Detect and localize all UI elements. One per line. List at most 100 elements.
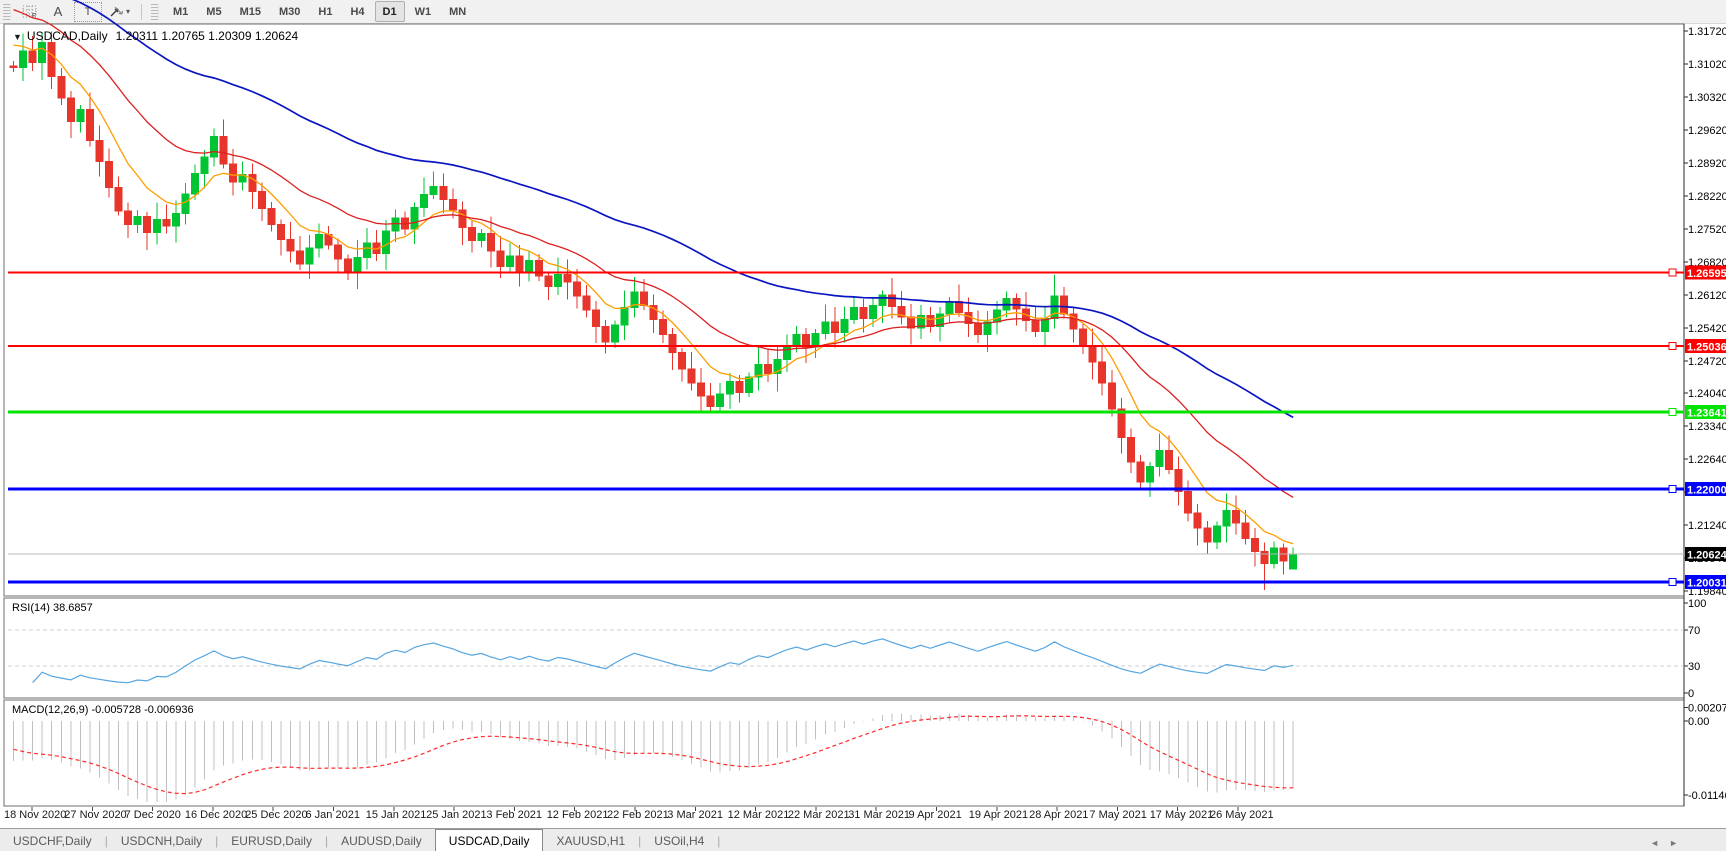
timeframe-button-w1[interactable]: W1 xyxy=(414,5,432,18)
svg-text:1.29620: 1.29620 xyxy=(1688,125,1726,137)
hline-anchor-0 xyxy=(1668,268,1677,277)
hline-anchor-3 xyxy=(1668,485,1677,494)
tab-separator: | xyxy=(717,834,721,848)
ma-line-ema-mid xyxy=(13,8,1294,498)
tab-separator: | xyxy=(104,834,108,848)
tab-usdchf-daily[interactable]: USDCHF,Daily xyxy=(13,834,92,848)
date-axis-label: 9 Apr 2021 xyxy=(909,809,962,821)
text-tool-button[interactable]: T xyxy=(74,1,102,22)
date-axis-label: 27 Nov 2020 xyxy=(64,809,126,821)
font-tool-button[interactable]: A xyxy=(53,4,63,19)
rsi-axis-label: 100 xyxy=(1688,598,1706,610)
svg-text:1.23340: 1.23340 xyxy=(1688,421,1726,433)
date-axis-label: 22 Mar 2021 xyxy=(788,809,850,821)
date-axis-label: 19 Apr 2021 xyxy=(969,809,1028,821)
date-axis-label: 17 May 2021 xyxy=(1150,809,1214,821)
hline-price-tag-2-text: 1.23641 xyxy=(1687,407,1726,419)
hline-price-tag-3-text: 1.22000 xyxy=(1687,485,1726,497)
hline-price-tag-1-text: 1.25036 xyxy=(1687,342,1726,354)
tab-separator: | xyxy=(638,834,642,848)
hline-anchor-2 xyxy=(1668,407,1677,416)
hline-price-tag-4-text: 1.20031 xyxy=(1687,577,1726,589)
tab-usdcad-daily[interactable]: USDCAD,Daily xyxy=(434,829,544,851)
svg-text:1.24720: 1.24720 xyxy=(1688,356,1726,368)
date-axis-label: 3 Mar 2021 xyxy=(667,809,723,821)
collapse-triangle-icon[interactable]: ▼ xyxy=(13,32,22,42)
tab-usdcnh-daily[interactable]: USDCNH,Daily xyxy=(120,834,203,848)
hline-price-tag-0-text: 1.26595 xyxy=(1687,268,1726,280)
tab-separator: | xyxy=(215,834,219,848)
svg-text:1.25420: 1.25420 xyxy=(1688,323,1726,335)
tab-audusd-daily[interactable]: AUDUSD,Daily xyxy=(341,834,422,848)
svg-text:1.24040: 1.24040 xyxy=(1688,388,1726,400)
svg-text:1.21240: 1.21240 xyxy=(1688,520,1726,532)
svg-text:1.26120: 1.26120 xyxy=(1688,290,1726,302)
current-price-tag xyxy=(1685,547,1726,562)
hline-price-tag-3 xyxy=(1685,482,1726,497)
timeframe-button-h1[interactable]: H1 xyxy=(318,5,333,18)
date-axis-label: 31 Mar 2021 xyxy=(848,809,910,821)
date-axis-label: 26 May 2021 xyxy=(1210,809,1274,821)
svg-text:1.28920: 1.28920 xyxy=(1688,158,1726,170)
tab-usoil-h4[interactable]: USOil,H4 xyxy=(654,834,705,848)
date-axis-label: 25 Dec 2020 xyxy=(245,809,307,821)
chart-header: ▼ USDCAD,Daily 1.20311 1.20765 1.20309 1.2… xyxy=(13,29,298,43)
timeframe-button-mn[interactable]: MN xyxy=(449,5,467,18)
timeframe-button-m5[interactable]: M5 xyxy=(206,5,222,18)
hline-price-tag-4 xyxy=(1685,574,1726,589)
date-axis-label: 22 Feb 2021 xyxy=(607,809,669,821)
date-axis-label: 3 Feb 2021 xyxy=(486,809,542,821)
diagonal-arrows-icon xyxy=(110,6,124,17)
ma-line-ema-fast xyxy=(13,44,1294,545)
chart-ohlc-values: 1.20311 1.20765 1.20309 1.20624 xyxy=(115,29,299,43)
date-axis-label: 7 Dec 2020 xyxy=(125,809,181,821)
date-axis-label: 6 Jan 2021 xyxy=(306,809,360,821)
rsi-axis-label: 30 xyxy=(1688,661,1700,673)
toolbar-grip-2[interactable] xyxy=(151,3,160,20)
current-price-tag-text: 1.20624 xyxy=(1687,550,1726,562)
candlesticks xyxy=(9,31,1298,591)
date-axis-label: 12 Feb 2021 xyxy=(547,809,609,821)
macd-axis-label: -0.011465 xyxy=(1688,790,1726,802)
timeframe-button-d1[interactable]: D1 xyxy=(374,1,405,22)
tab-eurusd-daily[interactable]: EURUSD,Daily xyxy=(231,834,312,848)
hline-price-tag-2 xyxy=(1685,404,1726,419)
date-axis-label: 15 Jan 2021 xyxy=(366,809,427,821)
rsi-indicator-label: RSI(14) 38.6857 xyxy=(12,602,93,614)
timeframe-button-h4[interactable]: H4 xyxy=(350,5,365,18)
tab-scroll-controls: ◄ ► xyxy=(1650,838,1678,848)
date-axis-label: 25 Jan 2021 xyxy=(426,809,487,821)
date-axis-label: 7 May 2021 xyxy=(1089,809,1146,821)
toolbar-grip[interactable] xyxy=(3,3,11,20)
svg-text:1.30320: 1.30320 xyxy=(1688,92,1726,104)
hline-anchor-1 xyxy=(1668,342,1677,351)
timeframe-button-m30[interactable]: M30 xyxy=(278,5,301,18)
tab-scroll-right-icon[interactable]: ► xyxy=(1669,838,1678,848)
tab-scroll-left-icon[interactable]: ◄ xyxy=(1650,838,1660,848)
svg-text:F: F xyxy=(32,13,36,19)
date-axis-label: 28 Apr 2021 xyxy=(1029,809,1088,821)
svg-text:1.28220: 1.28220 xyxy=(1688,191,1726,203)
svg-text:1.19840: 1.19840 xyxy=(1688,586,1726,598)
rsi-axis-label: 0 xyxy=(1688,688,1694,700)
svg-text:1.31720: 1.31720 xyxy=(1688,26,1726,38)
svg-text:1.31020: 1.31020 xyxy=(1688,59,1726,71)
timeframe-button-m1[interactable]: M1 xyxy=(173,5,189,18)
macd-axis-label: 0.00 xyxy=(1688,716,1709,728)
macd-axis-label: 0.002074 xyxy=(1688,703,1726,715)
ma-line-ema-slow xyxy=(71,0,1294,419)
date-axis-label: 18 Nov 2020 xyxy=(4,809,66,821)
timeframe-button-m15[interactable]: M15 xyxy=(239,5,261,18)
rsi-panel xyxy=(3,597,1685,699)
rsi-line xyxy=(32,638,1294,684)
cursor-tool-button[interactable]: ▾ xyxy=(106,3,133,21)
price-axis-ticks: 1.31720 1.31020 1.30320 1.29620 1.28920 1.282… xyxy=(1684,26,1726,598)
chart-tab-bar: USDCHF,Daily | USDCNH,Daily | EURUSD,Dai… xyxy=(0,828,1726,851)
hline-price-tag-1 xyxy=(1685,339,1726,354)
price-chart-canvas[interactable]: 1.31720 1.31020 1.30320 1.29620 1.28920 1.282… xyxy=(0,0,1726,828)
date-axis-label: 12 Mar 2021 xyxy=(728,809,790,821)
chart-symbol-label: USDCAD,Daily xyxy=(26,29,108,43)
tab-xauusd-h1[interactable]: XAUUSD,H1 xyxy=(556,834,626,848)
